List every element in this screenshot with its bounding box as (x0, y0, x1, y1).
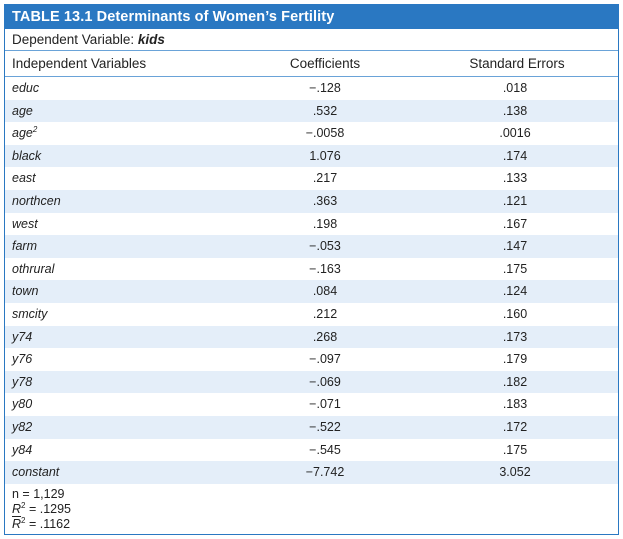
row-variable: y84 (12, 442, 33, 457)
dependent-variable: kids (137, 32, 165, 47)
row-coefficient: .363 (312, 193, 338, 208)
table-row: smcity .212 .160 (5, 303, 618, 326)
row-coefficient: −.128 (309, 81, 341, 95)
row-coefficient: 1.076 (309, 148, 341, 163)
row-coefficient: −7.742 (305, 465, 345, 480)
row-variable: northcen (12, 193, 61, 208)
table-row: y76 −.097 .179 (5, 348, 618, 371)
table-row: constant −7.742 3.052 (5, 461, 618, 484)
table-row: age2 −.0058 .0016 (5, 122, 618, 145)
row-standard-error: .147 (502, 239, 528, 254)
row-variable: y76 (12, 352, 33, 367)
row-standard-error: .174 (502, 148, 528, 163)
table-row: y82 −.522 .172 (5, 415, 618, 439)
table-row: othrural −.163 .175 (5, 258, 618, 281)
row-standard-error: .124 (502, 284, 528, 299)
row-variable: age (12, 103, 33, 118)
row-variable-superscript: 2 (32, 125, 38, 135)
row-variable: y74 (12, 329, 33, 344)
row-variable: east (12, 171, 36, 186)
table-row: black 1.076 .174 (5, 144, 618, 168)
row-variable: age2 (12, 125, 38, 141)
row-coefficient: .198 (312, 216, 338, 231)
row-variable: constant (12, 465, 60, 480)
row-standard-error: .175 (502, 261, 528, 276)
row-variable: y80 (12, 397, 33, 412)
row-standard-error: .121 (502, 193, 528, 208)
table-row: y80 −.071 .183 (5, 393, 618, 416)
row-standard-error: 3.052 (499, 465, 531, 480)
table-frame: TABLE 13.1 Determinants of Women’s Ferti… (4, 4, 619, 535)
row-coefficient: −.0058 (305, 126, 345, 141)
table-row: y74 .268 .173 (5, 325, 618, 349)
table-row: y78 −.069 .182 (5, 370, 618, 394)
dependent-label: Dependent Variable: (12, 32, 135, 47)
row-coefficient: .212 (312, 306, 338, 321)
row-coefficient: −.053 (309, 239, 341, 254)
row-variable: town (12, 284, 39, 299)
row-standard-error: .018 (502, 81, 528, 95)
row-coefficient: −.163 (309, 261, 341, 276)
row-variable: black (12, 148, 42, 163)
row-standard-error: .160 (502, 306, 528, 321)
stat-n: n = 1,129 (12, 487, 65, 501)
row-variable: west (12, 216, 38, 231)
row-coefficient: −.545 (309, 442, 341, 457)
row-variable: y78 (12, 374, 33, 389)
row-standard-error: .179 (502, 352, 528, 367)
row-standard-error: .183 (502, 397, 528, 412)
row-coefficient: .268 (312, 329, 338, 344)
table-row: y84 −.545 .175 (5, 439, 618, 462)
table-row: town .084 .124 (5, 280, 618, 303)
row-standard-error: .167 (502, 216, 528, 231)
stat-adj-r-squared: R2 = .1162 (12, 515, 71, 531)
regression-stats: n = 1,129 R2 = .1295 R2 = .1162 (12, 487, 71, 532)
dependent-variable-row: Dependent Variable: kids (5, 29, 618, 51)
header-coefficients: Coefficients (289, 56, 361, 71)
row-standard-error: .133 (502, 171, 528, 186)
header-row: Independent Variables Coefficients Stand… (5, 52, 618, 77)
table-title: TABLE 13.1 Determinants of Women’s Ferti… (5, 5, 618, 29)
row-standard-error: .173 (502, 329, 528, 344)
table-row: west .198 .167 (5, 213, 618, 236)
row-standard-error: .182 (502, 374, 528, 389)
row-variable: educ (12, 81, 40, 95)
row-variable: smcity (12, 306, 48, 321)
table-row: educ −.128 .018 (5, 77, 618, 100)
table-body: educ −.128 .018 age .532 .138 age2 −.0058 .0016 b… (5, 77, 618, 484)
row-coefficient: −.069 (309, 374, 341, 389)
row-standard-error: .172 (502, 419, 528, 434)
row-coefficient: .532 (312, 103, 338, 118)
table-row: east .217 .133 (5, 167, 618, 190)
row-coefficient: .084 (312, 284, 338, 299)
header-standard-errors: Standard Errors (469, 56, 565, 71)
row-coefficient: −.071 (309, 397, 341, 412)
stat-r-squared: R2 = .1295 (12, 500, 72, 516)
row-standard-error: .138 (502, 103, 528, 118)
table-row: age .532 .138 (5, 99, 618, 123)
row-coefficient: .217 (312, 171, 338, 186)
row-coefficient: −.522 (309, 419, 341, 434)
row-standard-error: .0016 (499, 126, 531, 141)
row-variable: othrural (12, 261, 55, 276)
row-coefficient: −.097 (309, 352, 341, 367)
row-variable: y82 (12, 419, 33, 434)
row-standard-error: .175 (502, 442, 528, 457)
row-variable: farm (12, 239, 37, 254)
header-variables: Independent Variables (12, 56, 147, 71)
table-row: farm −.053 .147 (5, 235, 618, 258)
table-row: northcen .363 .121 (5, 189, 618, 213)
